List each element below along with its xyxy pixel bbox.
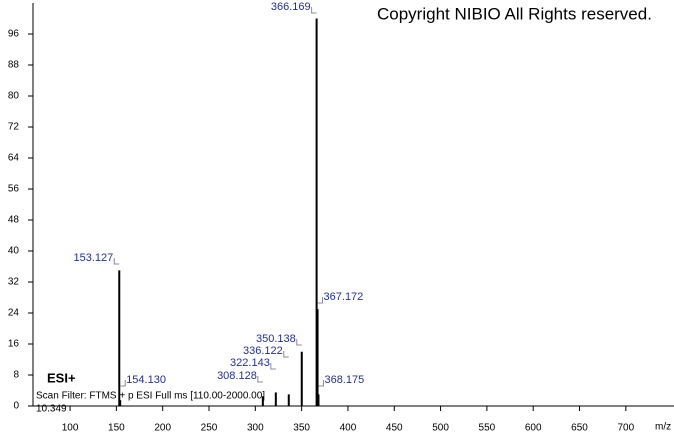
label-leader	[296, 339, 302, 346]
x-tick-label: 650	[571, 423, 588, 434]
y-tick-label: 8	[13, 370, 19, 381]
peak	[317, 394, 320, 406]
x-tick-label: 250	[201, 423, 218, 434]
peak-label: 154.130	[126, 374, 166, 386]
x-tick-label: 500	[432, 423, 449, 434]
y-tick-label: 88	[8, 60, 20, 71]
peak-label: 322.143	[230, 357, 270, 369]
y-tick-label: 24	[8, 308, 20, 319]
y-tick-label: 32	[8, 277, 20, 288]
label-leader	[311, 7, 317, 14]
x-tick-label: 350	[293, 423, 310, 434]
y-tick-label: 56	[8, 184, 20, 195]
x-tick-label: 700	[617, 423, 634, 434]
peak-label: 153.127	[73, 252, 113, 264]
label-leader	[270, 363, 276, 370]
label-leader	[120, 380, 126, 387]
retention-time: 10.349	[36, 404, 67, 415]
label-leader	[283, 351, 289, 358]
peak	[119, 400, 122, 406]
x-tick-label: 600	[525, 423, 542, 434]
y-tick-label: 48	[8, 215, 20, 226]
label-leader	[257, 376, 263, 383]
x-tick-label: 300	[247, 423, 264, 434]
ionization: ESI+	[47, 370, 76, 385]
label-leader	[113, 258, 120, 265]
x-tick-label: 200	[154, 423, 171, 434]
copyright: Copyright NIBIO All Rights reserved.	[377, 4, 652, 23]
peak-label: 368.175	[324, 374, 364, 386]
peak-label: 350.138	[256, 333, 296, 345]
peak	[261, 396, 264, 406]
peak-label: 367.172	[324, 291, 364, 303]
x-tick-label: 100	[62, 423, 79, 434]
x-tick-label: 150	[108, 423, 125, 434]
y-tick-label: 64	[8, 153, 20, 164]
peak-label: 366.169	[271, 1, 311, 13]
x-axis-label: m/z	[655, 422, 671, 433]
peak	[287, 394, 290, 406]
x-tick-label: 550	[479, 423, 496, 434]
x-tick-label: 450	[386, 423, 403, 434]
y-tick-label: 0	[13, 401, 19, 412]
y-tick-label: 16	[8, 339, 20, 350]
peak-label: 308.128	[217, 370, 257, 382]
y-tick-label: 80	[8, 91, 20, 102]
scan-filter: Scan Filter: FTMS + p ESI Full ms [110.0…	[36, 391, 265, 402]
x-tick-label: 400	[340, 423, 357, 434]
peak	[274, 392, 277, 406]
peak	[316, 309, 319, 406]
y-tick-label: 96	[8, 29, 20, 40]
label-leader	[317, 297, 324, 304]
label-leader	[318, 380, 324, 387]
peak	[118, 270, 121, 406]
peak	[300, 351, 303, 406]
y-tick-label: 72	[8, 122, 20, 133]
peak-label: 336.122	[243, 345, 283, 357]
peak	[315, 18, 318, 406]
y-tick-label: 40	[8, 246, 20, 257]
